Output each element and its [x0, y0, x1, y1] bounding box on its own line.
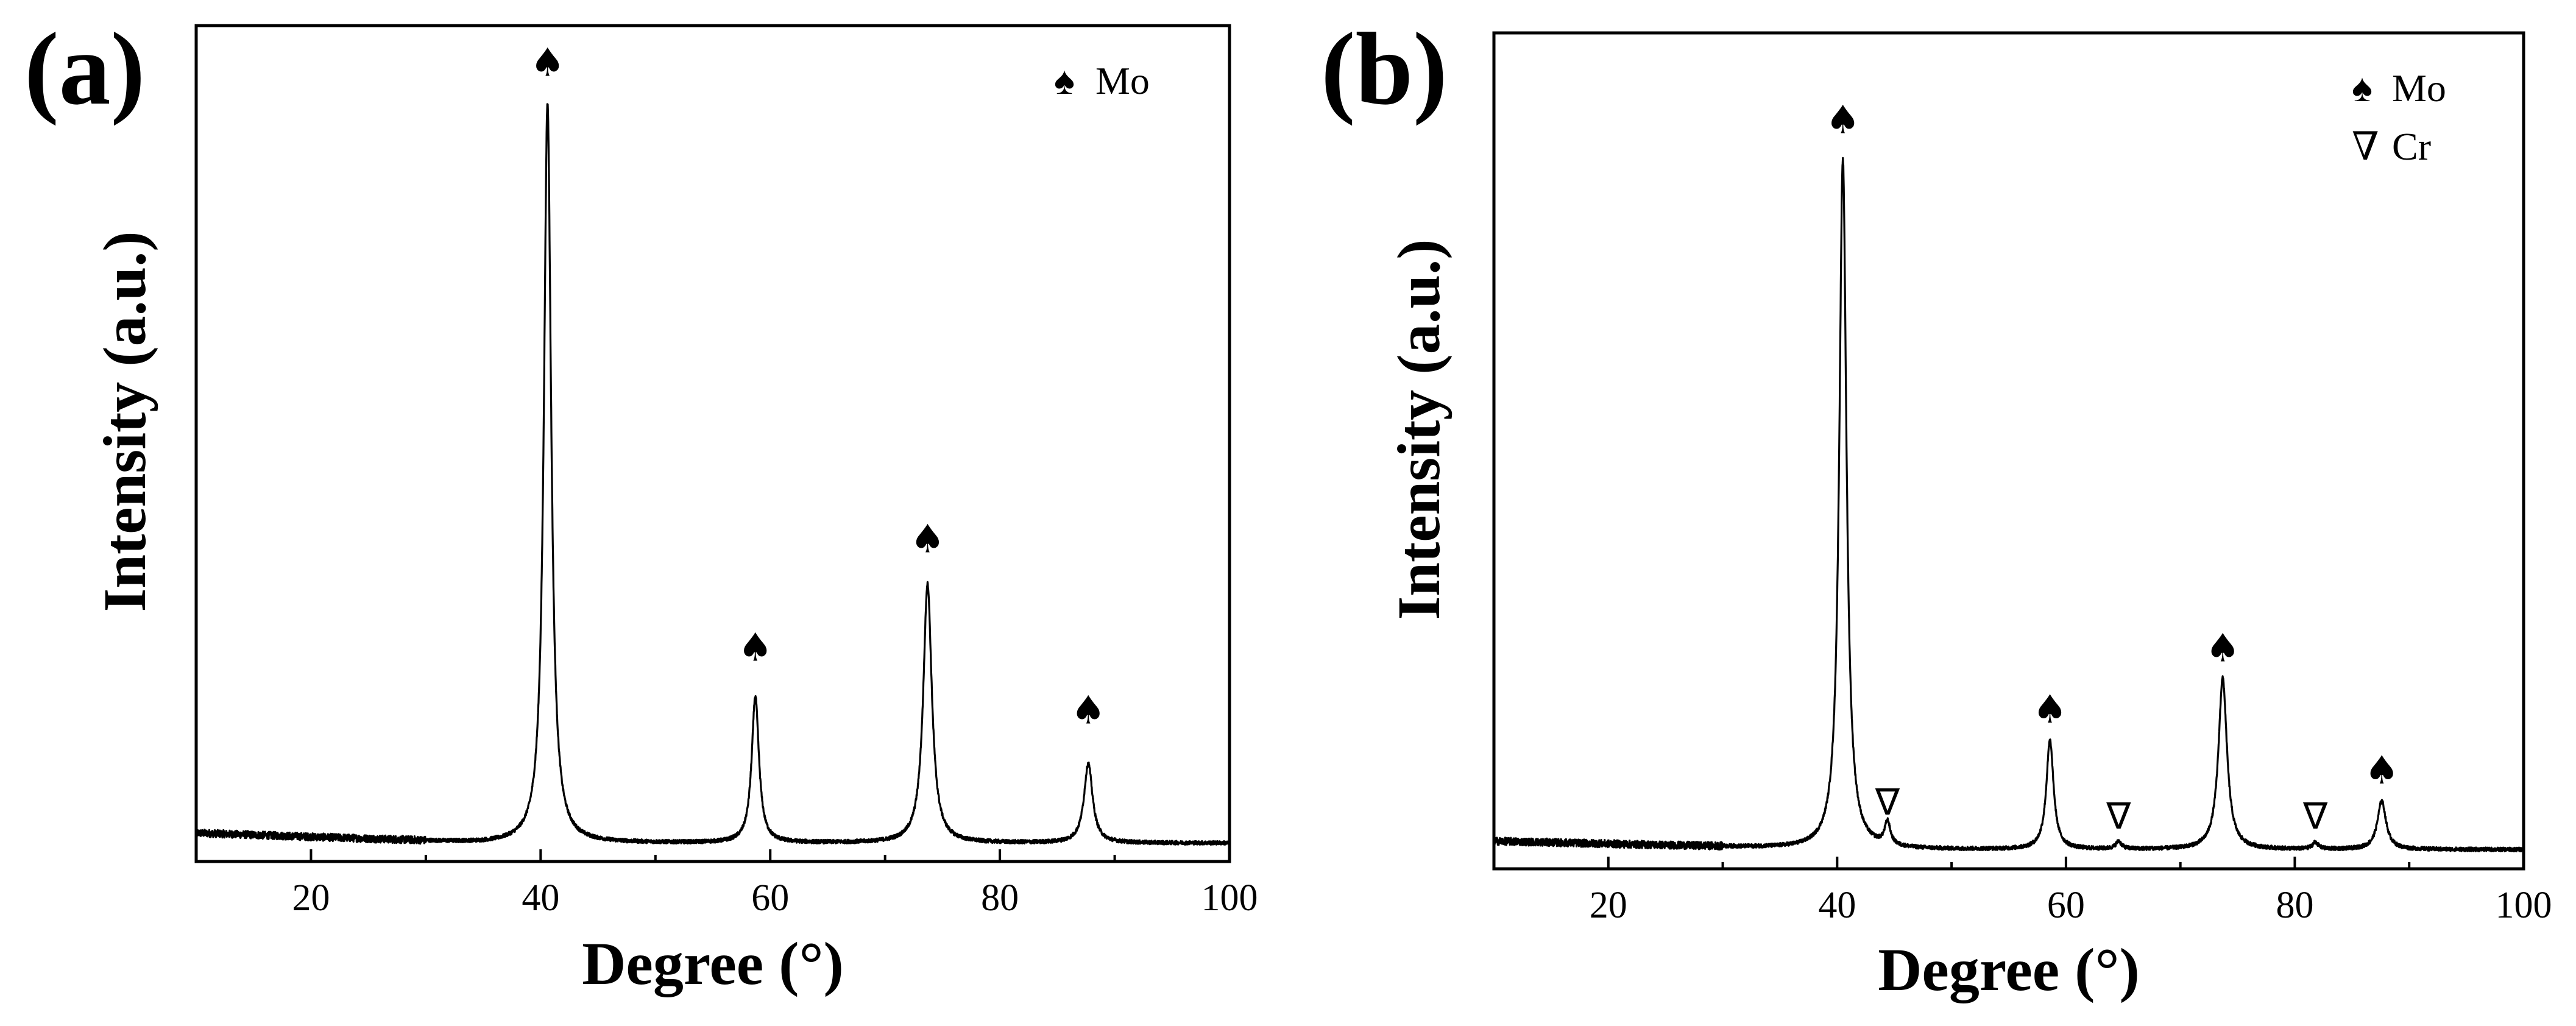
- legend-cr-symbol-b: ∇: [2352, 125, 2379, 168]
- peak-markers-b: ♠ ∇ ♠ ∇ ♠ ∇ ♠: [1825, 98, 2399, 838]
- xrd-trace-b: [1493, 157, 2525, 852]
- x-tick-label-b: 100: [2496, 885, 2552, 926]
- legend-b: ♠ Mo ∇ Cr: [2352, 66, 2446, 168]
- mo-peak-marker: ♠: [2364, 748, 2399, 793]
- panel-a: (a) 20 40 60 80 100 ♠ ♠ ♠ ♠ ♠ Mo Degree (°) Int…: [24, 12, 1258, 997]
- y-axis-title-a: Intensity (a.u.): [91, 231, 158, 612]
- x-axis-title-b: Degree (°): [1878, 936, 2140, 1003]
- mo-peak-marker: ♠: [1825, 98, 1860, 143]
- legend-mo-symbol-b: ♠: [2352, 66, 2373, 110]
- x-tick-label-a: 40: [522, 877, 559, 919]
- cr-peak-marker: ∇: [2106, 795, 2131, 838]
- x-tick-label-b: 60: [2047, 885, 2085, 926]
- panel-b: (b) 20 40 60 80 100 ♠ ∇ ♠ ∇ ♠ ∇ ♠ ♠ Mo ∇ Cr Degree…: [1321, 12, 2552, 1003]
- legend-mo-label-a: Mo: [1095, 59, 1150, 102]
- y-axis-title-b: Intensity (a.u.): [1385, 239, 1453, 620]
- mo-peak-marker: ♠: [1071, 688, 1106, 734]
- peak-markers-a: ♠ ♠ ♠ ♠: [530, 40, 1106, 733]
- x-axis-title-a: Degree (°): [582, 930, 844, 997]
- legend-mo-symbol-a: ♠: [1054, 59, 1075, 102]
- cr-peak-marker: ∇: [2302, 795, 2328, 838]
- x-axis-a: 20 40 60 80 100: [292, 849, 1258, 919]
- mo-peak-marker: ♠: [910, 517, 945, 562]
- panel-label-a: (a): [24, 12, 145, 126]
- x-tick-label-b: 80: [2276, 885, 2313, 926]
- cr-peak-marker: ∇: [1875, 781, 1900, 824]
- x-tick-label-a: 20: [292, 877, 330, 919]
- x-axis-b: 20 40 60 80 100: [1590, 857, 2552, 926]
- plot-frame-b: [1492, 31, 2525, 871]
- mo-peak-marker: ♠: [738, 626, 773, 671]
- x-tick-label-b: 40: [1818, 885, 1856, 926]
- mo-peak-marker: ♠: [530, 40, 565, 85]
- x-tick-label-a: 80: [981, 877, 1019, 919]
- x-tick-label-b: 20: [1590, 885, 1627, 926]
- mo-peak-marker: ♠: [2205, 626, 2240, 671]
- plot-frame-a: [194, 24, 1231, 863]
- x-tick-label-a: 100: [1201, 877, 1258, 919]
- legend-mo-label-b: Mo: [2392, 66, 2446, 110]
- mo-peak-marker: ♠: [2033, 687, 2067, 732]
- panel-label-b: (b): [1321, 12, 1448, 126]
- legend-cr-label-b: Cr: [2392, 125, 2431, 168]
- x-tick-label-a: 60: [751, 877, 789, 919]
- xrd-trace-a: [195, 103, 1231, 846]
- legend-a: ♠ Mo: [1054, 59, 1150, 102]
